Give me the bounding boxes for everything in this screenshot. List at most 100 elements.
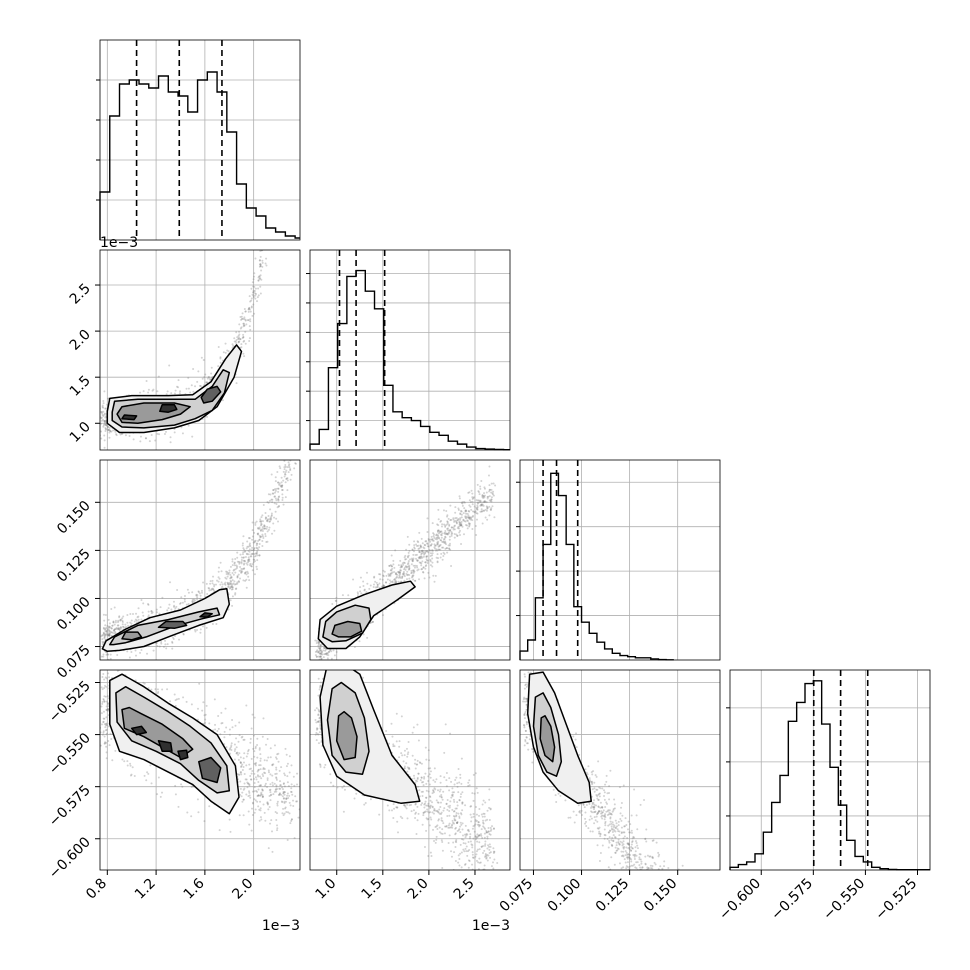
sample-point [406, 574, 409, 577]
sample-point [276, 829, 279, 832]
sample-point [251, 293, 254, 296]
sample-point [261, 520, 264, 523]
sample-point [259, 264, 262, 267]
sample-point [132, 438, 135, 441]
sample-point [256, 552, 259, 555]
sample-point [232, 573, 235, 576]
sample-point [399, 569, 402, 572]
sample-point [240, 556, 243, 559]
sample-point [203, 376, 206, 379]
sample-point [215, 623, 218, 626]
sample-point [422, 571, 425, 574]
sample-point [457, 507, 460, 510]
sample-point [412, 570, 415, 573]
sample-point [230, 588, 233, 591]
sample-point [421, 571, 424, 574]
sample-point [460, 524, 463, 527]
sample-point [448, 529, 451, 532]
sample-point [323, 653, 326, 656]
sample-point [261, 514, 264, 517]
sample-point [141, 611, 144, 614]
sample-point [292, 5, 294, 7]
sample-point [444, 535, 447, 538]
sample-point [104, 676, 107, 679]
sample-point [253, 552, 256, 555]
sample-point [173, 604, 176, 607]
sample-point [145, 779, 148, 782]
sample-point [264, 533, 267, 536]
sample-point [102, 410, 105, 413]
sample-point [197, 370, 200, 373]
sample-point [482, 501, 485, 504]
sample-point [402, 570, 405, 573]
sample-point [287, 471, 290, 474]
sample-point [217, 566, 220, 569]
sample-point [163, 433, 166, 436]
sample-point [422, 551, 425, 554]
sample-point [315, 655, 318, 658]
sample-point [460, 522, 463, 525]
sample-point [436, 542, 439, 545]
sample-point [408, 543, 411, 546]
sample-point [422, 566, 425, 569]
sample-point [281, 812, 284, 815]
sample-point [283, 800, 286, 803]
sample-point [140, 618, 143, 621]
sample-point [474, 511, 477, 514]
sample-point [468, 522, 471, 525]
sample-point [183, 598, 186, 601]
sample-point [423, 552, 426, 555]
sample-point [170, 608, 173, 611]
sample-point [260, 791, 263, 794]
sample-point [148, 440, 151, 443]
sample-point [395, 576, 398, 579]
sample-point [324, 653, 327, 656]
sample-point [452, 518, 455, 521]
sample-point [171, 641, 174, 644]
sample-point [252, 747, 255, 750]
axes-frame [729, 669, 931, 871]
sample-point [439, 543, 442, 546]
sample-point [214, 723, 217, 726]
sample-point [255, 552, 258, 555]
sample-point [245, 562, 248, 565]
sample-point [271, 763, 274, 766]
sample-point [151, 611, 154, 614]
sample-point [395, 580, 398, 583]
axes-frame [309, 249, 511, 451]
sample-point [182, 632, 185, 635]
sample-point [229, 599, 232, 602]
sample-point [199, 597, 202, 600]
axes-frame [99, 39, 301, 241]
sample-point [317, 644, 320, 647]
sample-point [435, 556, 438, 559]
sample-point [241, 544, 244, 547]
sample-point [228, 581, 231, 584]
sample-point [244, 319, 247, 322]
sample-point [363, 589, 366, 592]
sample-point [183, 595, 186, 598]
sample-point [464, 516, 467, 519]
sample-point [416, 559, 419, 562]
sample-point [468, 504, 471, 507]
sample-point [210, 376, 213, 379]
sample-point [236, 582, 239, 585]
sample-point [449, 519, 452, 522]
sample-point [233, 580, 236, 583]
sample-point [286, 479, 289, 482]
sample-point [231, 726, 234, 729]
sample-point [247, 575, 250, 578]
sample-point [394, 572, 397, 575]
sample-point [468, 499, 471, 502]
sample-point [254, 297, 257, 300]
sample-point [254, 523, 257, 526]
sample-point [233, 749, 236, 752]
sample-point [463, 501, 466, 504]
sample-point [203, 820, 206, 823]
sample-point [249, 300, 252, 303]
sample-point [274, 756, 277, 759]
sample-point [411, 574, 414, 577]
sample-point [423, 547, 426, 550]
sample-point [277, 752, 280, 755]
sample-point [177, 386, 180, 389]
